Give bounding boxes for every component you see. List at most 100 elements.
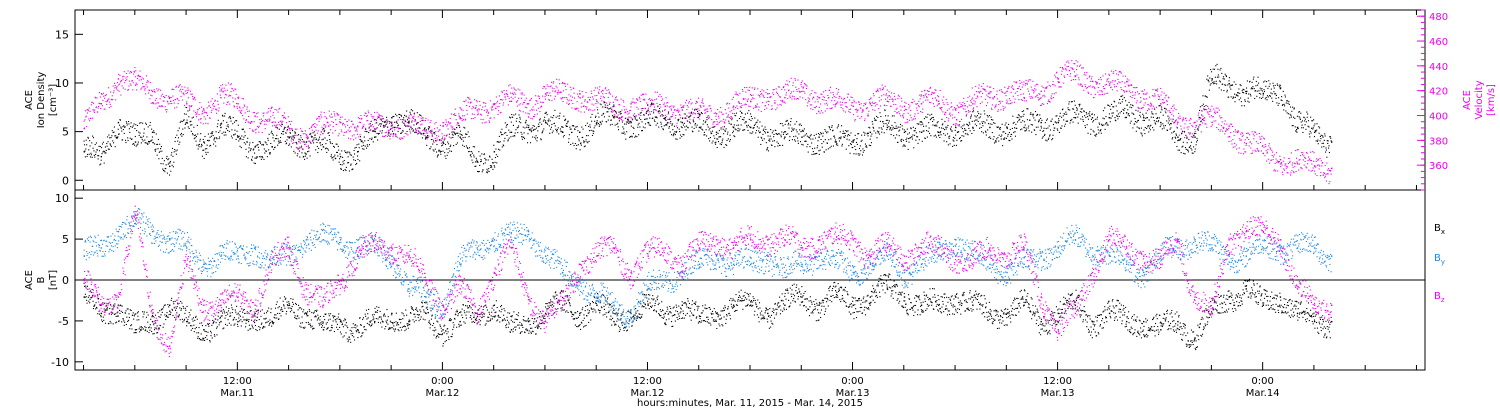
point bbox=[987, 96, 989, 98]
point bbox=[1006, 101, 1008, 103]
point bbox=[590, 129, 592, 131]
point bbox=[318, 120, 320, 122]
point bbox=[214, 137, 216, 139]
top-left-tick-label-2: 10 bbox=[55, 77, 69, 90]
point bbox=[846, 96, 849, 98]
point bbox=[676, 138, 678, 140]
point bbox=[258, 131, 260, 133]
point bbox=[428, 130, 430, 132]
x-tick-time-5: 0:00 bbox=[1251, 376, 1273, 387]
point bbox=[355, 146, 357, 148]
point bbox=[331, 116, 333, 118]
x-tick-time-0: 12:00 bbox=[223, 376, 252, 387]
point bbox=[238, 140, 240, 142]
point bbox=[223, 131, 225, 133]
point bbox=[759, 121, 761, 123]
point bbox=[1257, 142, 1259, 144]
point bbox=[227, 129, 229, 131]
point bbox=[181, 135, 183, 137]
point bbox=[893, 103, 895, 105]
point bbox=[785, 94, 787, 96]
point bbox=[1155, 106, 1157, 108]
point bbox=[305, 153, 307, 155]
point bbox=[483, 102, 485, 104]
point bbox=[287, 116, 289, 118]
point bbox=[552, 82, 554, 84]
point bbox=[489, 165, 491, 167]
point bbox=[706, 124, 708, 126]
point bbox=[962, 101, 964, 103]
point bbox=[488, 120, 490, 122]
point bbox=[161, 157, 163, 160]
point bbox=[1064, 64, 1066, 66]
point bbox=[120, 94, 122, 96]
point bbox=[447, 128, 449, 130]
point bbox=[505, 92, 507, 95]
point bbox=[1329, 170, 1331, 172]
point bbox=[1062, 68, 1064, 70]
point bbox=[84, 150, 86, 152]
point bbox=[491, 158, 493, 160]
point bbox=[972, 103, 974, 105]
point bbox=[695, 108, 697, 110]
point bbox=[135, 124, 137, 126]
point bbox=[798, 88, 800, 90]
point bbox=[274, 108, 276, 111]
point bbox=[339, 118, 341, 120]
point bbox=[995, 104, 997, 106]
point bbox=[956, 104, 958, 106]
point bbox=[982, 83, 984, 85]
point bbox=[783, 101, 785, 103]
point bbox=[790, 77, 792, 79]
point bbox=[233, 121, 236, 123]
point bbox=[336, 143, 338, 145]
point bbox=[86, 144, 88, 146]
point bbox=[356, 155, 359, 157]
point bbox=[221, 122, 223, 124]
point bbox=[318, 116, 321, 118]
point bbox=[544, 116, 546, 118]
point bbox=[880, 99, 882, 101]
point bbox=[535, 95, 537, 97]
point bbox=[1305, 166, 1307, 168]
point bbox=[439, 129, 441, 131]
top-right-tick-label-5: 460 bbox=[1429, 37, 1448, 48]
point bbox=[406, 133, 408, 135]
point bbox=[165, 111, 168, 113]
point bbox=[730, 123, 732, 125]
point bbox=[1079, 84, 1081, 86]
top-panel-frame bbox=[74, 9, 1426, 191]
point bbox=[493, 117, 495, 119]
point bbox=[879, 100, 881, 102]
point bbox=[400, 114, 402, 116]
point bbox=[418, 114, 421, 116]
point bbox=[1050, 97, 1052, 99]
point bbox=[400, 132, 403, 134]
point bbox=[994, 107, 996, 109]
point bbox=[576, 93, 579, 95]
point bbox=[248, 110, 250, 112]
point bbox=[410, 125, 412, 127]
point bbox=[802, 86, 805, 88]
point bbox=[840, 97, 843, 99]
point bbox=[620, 116, 623, 118]
point bbox=[1236, 130, 1238, 132]
point bbox=[160, 148, 162, 150]
point bbox=[799, 91, 802, 93]
point bbox=[649, 113, 651, 115]
point bbox=[297, 147, 299, 150]
point bbox=[138, 134, 140, 136]
point bbox=[805, 98, 807, 101]
point bbox=[516, 105, 518, 107]
point bbox=[508, 97, 510, 99]
point bbox=[594, 109, 596, 111]
point bbox=[1131, 97, 1133, 99]
point bbox=[92, 137, 95, 139]
point bbox=[782, 87, 784, 89]
point bbox=[1030, 97, 1032, 99]
point bbox=[174, 136, 177, 139]
point bbox=[348, 170, 350, 172]
point bbox=[262, 112, 264, 114]
point bbox=[467, 96, 469, 98]
point bbox=[923, 96, 925, 98]
